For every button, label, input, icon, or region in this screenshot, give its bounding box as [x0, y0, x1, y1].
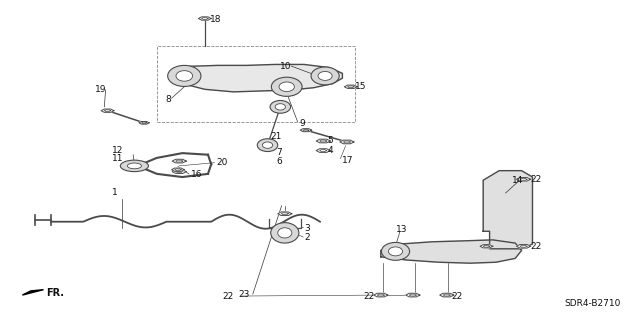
Text: 11: 11 [112, 154, 124, 163]
Polygon shape [516, 244, 531, 248]
Polygon shape [170, 64, 342, 92]
Ellipse shape [381, 242, 410, 260]
Text: 8: 8 [165, 95, 171, 104]
Text: 16: 16 [191, 170, 202, 179]
Ellipse shape [262, 142, 273, 148]
Polygon shape [344, 85, 357, 88]
Polygon shape [374, 293, 388, 297]
Polygon shape [440, 293, 454, 297]
Text: 14: 14 [512, 176, 524, 185]
Ellipse shape [176, 71, 193, 81]
Polygon shape [22, 290, 44, 295]
Text: 22: 22 [451, 292, 463, 300]
Text: 18: 18 [210, 15, 221, 24]
Polygon shape [480, 245, 493, 248]
Ellipse shape [168, 65, 201, 86]
Text: 4: 4 [328, 146, 333, 155]
Polygon shape [300, 129, 312, 132]
Polygon shape [172, 168, 184, 171]
Polygon shape [139, 122, 149, 124]
Polygon shape [516, 177, 531, 181]
Ellipse shape [278, 228, 292, 238]
Ellipse shape [271, 223, 299, 243]
Polygon shape [316, 139, 330, 143]
Text: 23: 23 [238, 290, 250, 299]
Text: 6: 6 [276, 157, 282, 166]
Ellipse shape [127, 163, 141, 169]
Ellipse shape [257, 139, 278, 152]
Text: 22: 22 [530, 175, 541, 184]
Text: 22: 22 [530, 242, 541, 251]
Text: 21: 21 [270, 132, 282, 141]
Text: 3: 3 [305, 224, 310, 233]
Text: FR.: FR. [46, 288, 64, 298]
Text: 13: 13 [396, 225, 407, 234]
Polygon shape [316, 149, 330, 152]
Text: 22: 22 [364, 292, 375, 300]
Text: 2: 2 [305, 233, 310, 242]
Polygon shape [381, 240, 522, 263]
Polygon shape [483, 171, 532, 249]
Ellipse shape [270, 100, 291, 113]
Text: 20: 20 [216, 158, 228, 167]
Ellipse shape [318, 71, 332, 80]
Ellipse shape [279, 82, 294, 92]
Ellipse shape [275, 104, 285, 110]
Polygon shape [101, 109, 114, 112]
Ellipse shape [271, 77, 302, 96]
Text: SDR4-B2710: SDR4-B2710 [564, 299, 621, 308]
Polygon shape [278, 212, 292, 216]
Text: 9: 9 [300, 119, 305, 128]
Polygon shape [406, 293, 420, 297]
Text: 12: 12 [112, 146, 124, 155]
Polygon shape [172, 159, 186, 163]
Polygon shape [172, 170, 186, 174]
Text: 19: 19 [95, 85, 106, 94]
Ellipse shape [311, 67, 339, 85]
Text: 17: 17 [342, 156, 354, 165]
Text: 10: 10 [280, 62, 292, 71]
Ellipse shape [388, 247, 403, 256]
Ellipse shape [120, 160, 148, 172]
Text: 15: 15 [355, 82, 367, 91]
Text: 22: 22 [223, 292, 234, 300]
Text: 5: 5 [328, 137, 333, 145]
Text: 1: 1 [112, 189, 118, 197]
Polygon shape [340, 140, 354, 144]
Text: 7: 7 [276, 148, 282, 157]
Polygon shape [198, 17, 211, 20]
